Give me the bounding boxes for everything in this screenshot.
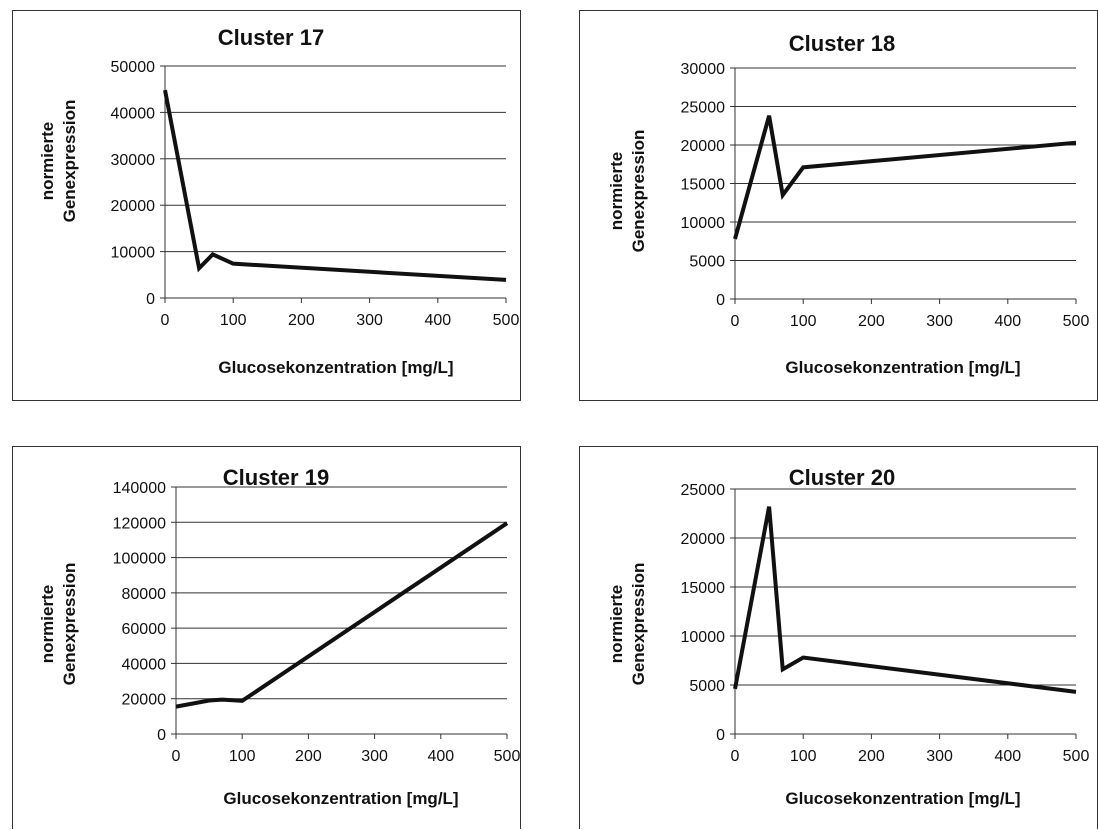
y-tick-label: 20000	[122, 692, 167, 709]
y-axis-title-line2: Genexpression	[60, 100, 79, 223]
x-tick-label: 300	[361, 748, 388, 765]
y-axis-title-line2: Genexpression	[60, 563, 79, 686]
x-tick-label: 0	[161, 312, 170, 329]
y-tick-label: 25000	[681, 482, 726, 499]
y-tick-label: 50000	[111, 59, 156, 76]
x-axis-title: Glucosekonzentration [mg/L]	[785, 358, 1020, 377]
x-tick-label: 400	[427, 748, 454, 765]
y-tick-label: 20000	[681, 531, 726, 548]
chart-svg-cluster-17: Cluster 17 normierte Genexpression Gluco…	[38, 25, 520, 377]
y-tick-label: 80000	[122, 586, 167, 603]
chart-svg-cluster-20: Cluster 20 normierte Genexpression Gluco…	[607, 465, 1090, 808]
y-tick-label: 60000	[122, 621, 167, 638]
x-tick-label: 500	[1063, 313, 1090, 330]
y-tick-label: 25000	[681, 100, 726, 117]
y-tick-label: 15000	[681, 580, 726, 597]
y-tick-label: 30000	[681, 61, 726, 78]
x-tick-label: 0	[731, 313, 740, 330]
chart-panel-cluster-19: Cluster 19 normierte Genexpression Gluco…	[12, 446, 521, 829]
y-axis-title-line1: normierte	[607, 152, 626, 230]
x-tick-label: 0	[172, 748, 181, 765]
x-tick-label: 300	[926, 748, 953, 765]
y-tick-label: 10000	[111, 245, 156, 262]
y-tick-label: 15000	[681, 177, 726, 194]
x-tick-label: 500	[493, 312, 520, 329]
x-tick-label: 400	[994, 748, 1021, 765]
y-tick-label: 140000	[113, 480, 166, 497]
x-axis-title: Glucosekonzentration [mg/L]	[223, 789, 458, 808]
x-tick-label: 200	[288, 312, 315, 329]
y-axis-title-line2: Genexpression	[629, 563, 648, 686]
y-tick-label: 40000	[111, 105, 156, 122]
x-tick-label: 100	[790, 748, 817, 765]
series-line	[175, 521, 509, 709]
series-line	[163, 89, 507, 282]
chart-panel-cluster-20: Cluster 20 normierte Genexpression Gluco…	[579, 446, 1098, 829]
y-axis-title-line1: normierte	[38, 585, 57, 663]
x-tick-label: 100	[790, 313, 817, 330]
y-tick-label: 0	[716, 727, 725, 744]
y-tick-label: 0	[716, 292, 725, 309]
x-tick-label: 100	[229, 748, 256, 765]
y-axis-title-line1: normierte	[38, 122, 57, 200]
y-tick-label: 10000	[681, 215, 726, 232]
chart-title: Cluster 19	[223, 465, 329, 490]
y-axis-title-line1: normierte	[607, 585, 626, 663]
y-tick-label: 120000	[113, 515, 166, 532]
x-tick-label: 400	[994, 313, 1021, 330]
x-tick-label: 300	[926, 313, 953, 330]
chart-svg-cluster-19: Cluster 19 normierte Genexpression Gluco…	[38, 465, 521, 808]
x-tick-label: 500	[494, 748, 521, 765]
y-axis-title-line2: Genexpression	[629, 130, 648, 253]
x-tick-label: 100	[220, 312, 247, 329]
x-tick-label: 200	[295, 748, 322, 765]
series-line	[733, 506, 1077, 694]
chart-svg-cluster-18: Cluster 18 normierte Genexpression Gluco…	[607, 31, 1090, 377]
x-tick-label: 200	[858, 748, 885, 765]
series-line	[733, 115, 1077, 240]
y-tick-label: 40000	[122, 656, 167, 673]
y-tick-label: 5000	[689, 254, 725, 271]
chart-panel-cluster-18: Cluster 18 normierte Genexpression Gluco…	[579, 10, 1098, 401]
y-tick-label: 0	[157, 727, 166, 744]
y-tick-label: 5000	[689, 678, 725, 695]
x-tick-label: 200	[858, 313, 885, 330]
x-tick-label: 0	[731, 748, 740, 765]
y-tick-label: 20000	[681, 138, 726, 155]
x-tick-label: 300	[356, 312, 383, 329]
x-axis-title: Glucosekonzentration [mg/L]	[218, 358, 453, 377]
chart-title: Cluster 20	[789, 465, 895, 490]
y-tick-label: 30000	[111, 152, 156, 169]
y-tick-label: 10000	[681, 629, 726, 646]
x-axis-title: Glucosekonzentration [mg/L]	[785, 789, 1020, 808]
y-tick-label: 0	[146, 291, 155, 308]
x-tick-label: 400	[424, 312, 451, 329]
chart-panel-cluster-17: Cluster 17 normierte Genexpression Gluco…	[12, 10, 521, 401]
y-tick-label: 100000	[113, 551, 166, 568]
y-tick-label: 20000	[111, 198, 156, 215]
chart-title: Cluster 18	[789, 31, 895, 56]
x-tick-label: 500	[1063, 748, 1090, 765]
chart-title: Cluster 17	[218, 25, 324, 50]
